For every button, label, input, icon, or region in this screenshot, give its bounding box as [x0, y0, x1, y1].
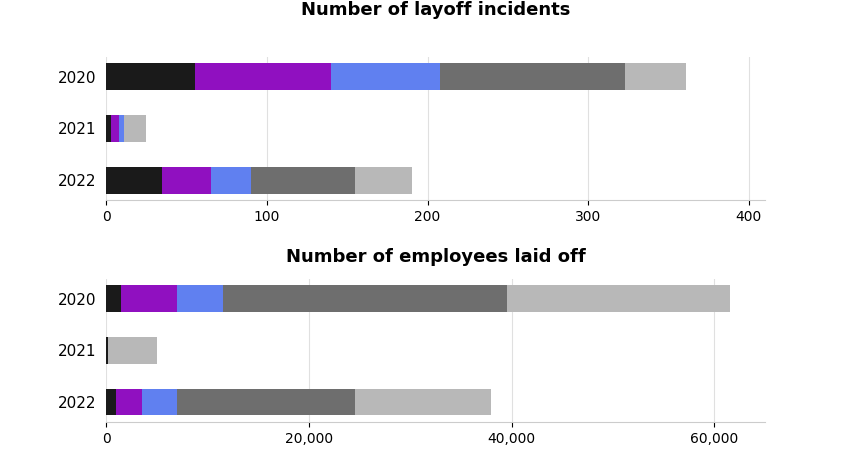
Bar — [211, 167, 251, 193]
Bar — [251, 167, 355, 193]
Bar — [106, 167, 162, 193]
Bar — [106, 389, 116, 415]
Bar — [355, 167, 411, 193]
Bar — [111, 115, 119, 142]
Bar — [223, 285, 507, 312]
Bar — [124, 115, 146, 142]
Bar — [122, 285, 177, 312]
Bar — [116, 389, 142, 415]
Bar — [106, 64, 195, 90]
Bar — [106, 337, 108, 364]
Bar — [332, 64, 440, 90]
Title: Number of employees laid off: Number of employees laid off — [286, 248, 586, 266]
Bar — [507, 285, 729, 312]
Bar — [108, 337, 157, 364]
Bar — [119, 115, 124, 142]
Bar — [626, 64, 686, 90]
Bar — [440, 64, 626, 90]
Bar — [354, 389, 491, 415]
Title: Number of layoff incidents: Number of layoff incidents — [301, 1, 570, 19]
Bar — [177, 285, 223, 312]
Bar — [195, 64, 332, 90]
Bar — [106, 285, 122, 312]
Bar — [177, 389, 354, 415]
Bar — [162, 167, 211, 193]
Bar — [142, 389, 177, 415]
Bar — [106, 115, 111, 142]
